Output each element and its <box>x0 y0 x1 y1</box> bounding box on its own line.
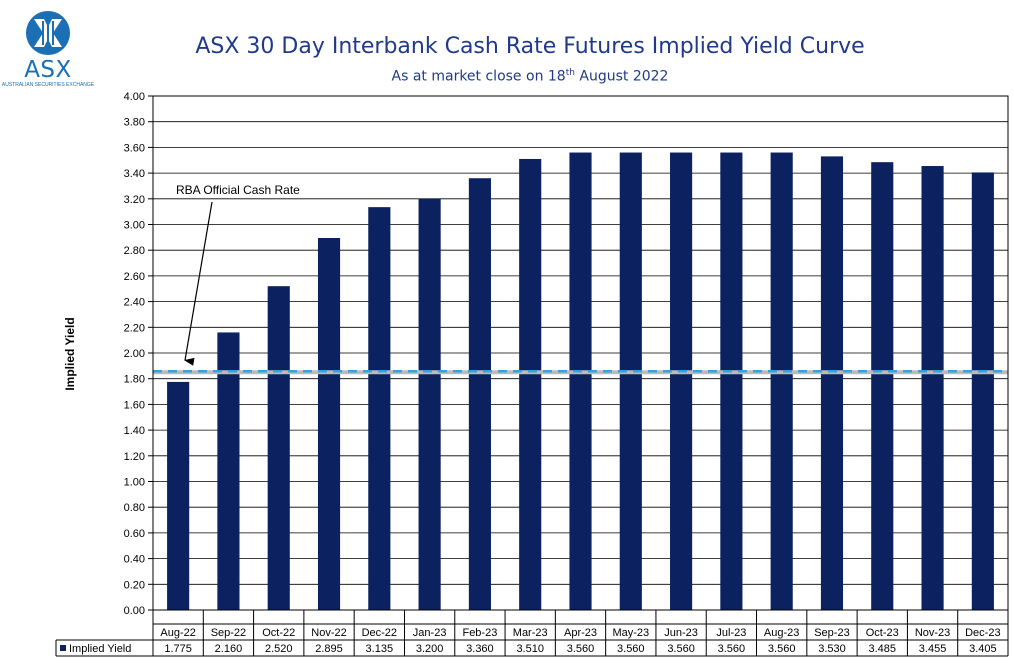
data-label: 3.485 <box>868 643 896 655</box>
reference-line-group: RBA Official Cash Rate <box>153 183 1008 375</box>
x-tick-label: Mar-23 <box>513 627 548 639</box>
bar-may-23 <box>619 152 642 611</box>
bar-feb-23 <box>468 178 491 611</box>
data-label: 3.560 <box>768 643 796 655</box>
y-tick-label: 3.40 <box>124 168 145 180</box>
y-tick-label: 4.00 <box>124 91 145 103</box>
data-label: 3.560 <box>567 643 595 655</box>
bar-dec-23 <box>971 172 994 610</box>
data-label: 3.530 <box>818 643 846 655</box>
data-label: 2.520 <box>265 643 293 655</box>
subtitle-superscript: th <box>565 68 575 78</box>
bar-apr-23 <box>569 152 592 611</box>
y-axis-ticks: 0.00 0.20 0.40 0.60 0.80 1.00 1.20 1.40 1.60 1.80… <box>124 91 153 617</box>
subtitle-suffix: August 2022 <box>574 68 669 85</box>
x-tick-label: Jul-23 <box>716 627 746 639</box>
y-tick-label: 3.20 <box>124 194 145 206</box>
y-tick-label: 0.00 <box>124 605 145 617</box>
x-tick-label: Aug-23 <box>764 627 799 639</box>
bar-aug-23 <box>770 152 793 611</box>
subtitle-prefix: As at market close on 18 <box>391 68 566 85</box>
y-tick-label: 1.40 <box>124 425 145 437</box>
data-table: Aug-22 1.775 Sep-22 2.160 Oct-22 2.520 Nov-22 2… <box>55 610 1009 657</box>
data-label: 3.200 <box>416 643 444 655</box>
bar-jul-23 <box>720 152 743 611</box>
data-label: 3.560 <box>718 643 746 655</box>
y-tick-label: 1.60 <box>124 399 145 411</box>
bar-jan-23 <box>418 198 441 611</box>
x-tick-label: Nov-23 <box>915 627 950 639</box>
x-tick-label: Jan-23 <box>413 627 447 639</box>
legend-swatch <box>60 645 66 651</box>
y-tick-label: 1.80 <box>124 374 145 386</box>
data-label: 3.510 <box>516 643 544 655</box>
chart-title: ASX 30 Day Interbank Cash Rate Futures I… <box>195 34 865 59</box>
legend-series-name: Implied Yield <box>69 643 131 655</box>
y-tick-label: 2.80 <box>124 245 145 257</box>
bar-series <box>167 152 994 611</box>
data-label: 3.560 <box>667 643 695 655</box>
y-tick-label: 0.20 <box>124 579 145 591</box>
y-tick-label: 3.80 <box>124 117 145 129</box>
x-tick-label: Dec-22 <box>362 627 397 639</box>
bar-nov-22 <box>317 237 341 610</box>
y-tick-label: 3.00 <box>124 220 145 232</box>
data-label: 3.135 <box>366 643 394 655</box>
plot-area-border <box>152 95 1009 611</box>
data-label: 2.895 <box>315 643 343 655</box>
data-label: 3.560 <box>617 643 645 655</box>
x-tick-label: Oct-23 <box>866 627 899 639</box>
chart-subtitle: As at market close on 18th August 2022 <box>100 68 960 85</box>
bar-nov-23 <box>921 166 944 610</box>
y-tick-label: 2.00 <box>124 348 145 360</box>
data-label: 3.405 <box>969 643 997 655</box>
y-tick-label: 2.60 <box>124 271 145 283</box>
y-tick-label: 0.40 <box>124 554 145 566</box>
bar-sep-23 <box>820 156 844 610</box>
x-tick-label: Jun-23 <box>664 627 698 639</box>
logo-wordmark: ASX <box>24 57 72 83</box>
data-label: 3.455 <box>919 643 947 655</box>
y-tick-label: 3.60 <box>124 142 145 154</box>
y-tick-label: 0.80 <box>124 502 145 514</box>
x-tick-label: Dec-23 <box>965 627 1000 639</box>
bar-dec-22 <box>368 207 391 610</box>
y-tick-label: 2.40 <box>124 297 145 309</box>
reference-line-arrow <box>184 201 213 366</box>
y-tick-label: 2.20 <box>124 322 145 334</box>
data-label: 1.775 <box>164 643 192 655</box>
bar-oct-22 <box>267 286 290 610</box>
y-tick-label: 1.00 <box>124 477 145 489</box>
x-tick-label: Nov-22 <box>311 627 346 639</box>
asx-logo-icon <box>26 11 70 55</box>
y-axis-label: Implied Yield <box>63 317 77 390</box>
x-tick-label: Oct-22 <box>262 627 295 639</box>
bar-jun-23 <box>670 152 693 611</box>
y-tick-label: 0.60 <box>124 528 145 540</box>
plot-frame <box>152 95 1009 611</box>
x-tick-label: May-23 <box>612 627 649 639</box>
asx-logo: ASX AUSTRALIAN SECURITIES EXCHANGE <box>0 10 96 88</box>
logo-subtitle: AUSTRALIAN SECURITIES EXCHANGE <box>1 82 95 88</box>
y-tick-label: 1.20 <box>124 451 145 463</box>
bar-oct-23 <box>871 162 894 611</box>
x-tick-label: Apr-23 <box>564 627 597 639</box>
data-label: 3.360 <box>466 643 494 655</box>
bar-sep-22 <box>217 332 240 610</box>
x-tick-label: Aug-22 <box>160 627 195 639</box>
x-tick-label: Sep-22 <box>211 627 246 639</box>
reference-line-label: RBA Official Cash Rate <box>176 183 300 197</box>
data-label: 2.160 <box>215 643 243 655</box>
x-tick-label: Sep-23 <box>814 627 849 639</box>
bar-aug-22 <box>167 381 190 610</box>
x-tick-label: Feb-23 <box>462 627 497 639</box>
bar-mar-23 <box>519 158 542 610</box>
